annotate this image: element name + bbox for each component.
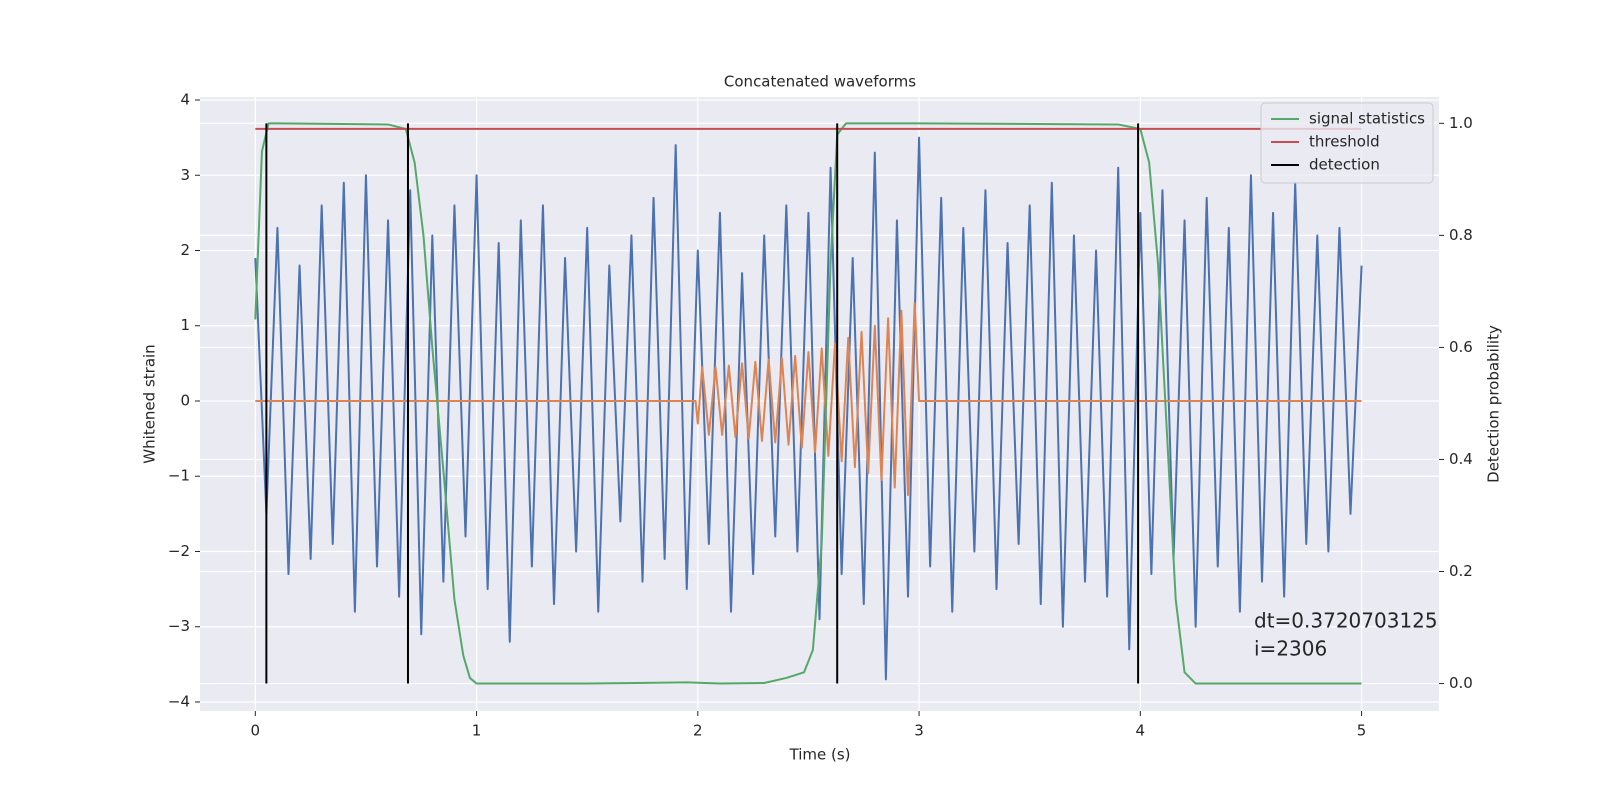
x-axis-label: Time (s) [789, 746, 851, 764]
legend-label: threshold [1309, 133, 1380, 151]
y2-tick-label: 0.6 [1449, 338, 1473, 356]
y-tick-label: 3 [180, 166, 190, 184]
y-tick-label: 0 [180, 391, 190, 409]
y-tick-label: 1 [180, 316, 190, 334]
legend-label: signal statistics [1309, 110, 1425, 128]
legend-label: detection [1309, 156, 1380, 174]
x-tick-label: 0 [251, 722, 261, 740]
series-line [254, 122, 1362, 685]
annotation: dt=0.3720703125 [1254, 609, 1438, 633]
y-tick-label: 2 [180, 241, 190, 259]
x-tick-label: 4 [1136, 722, 1146, 740]
series-line [255, 302, 1362, 497]
y2-tick-label: 0.4 [1449, 450, 1473, 468]
annotation: i=2306 [1254, 637, 1327, 661]
y-tick-label: −1 [168, 467, 190, 485]
x-tick-label: 5 [1357, 722, 1367, 740]
y2-tick-label: 0.8 [1449, 226, 1473, 244]
x-tick-label: 1 [472, 722, 482, 740]
chart-title: Concatenated waveforms [724, 73, 916, 91]
y2-tick-label: 0.2 [1449, 562, 1473, 580]
y-tick-label: 4 [180, 91, 190, 109]
y2-tick-label: 0.0 [1449, 674, 1473, 692]
y-tick-label: −2 [168, 542, 190, 560]
x-tick-label: 3 [914, 722, 924, 740]
y-tick-label: −4 [168, 692, 190, 710]
x-tick-label: 2 [693, 722, 703, 740]
series-line [254, 136, 1363, 681]
y-tick-label: −3 [168, 617, 190, 635]
y-axis-label: Whitened strain [141, 344, 159, 463]
legend-box [1260, 102, 1434, 184]
y2-axis-label: Detection probability [1485, 325, 1503, 483]
y2-tick-label: 1.0 [1449, 114, 1473, 132]
